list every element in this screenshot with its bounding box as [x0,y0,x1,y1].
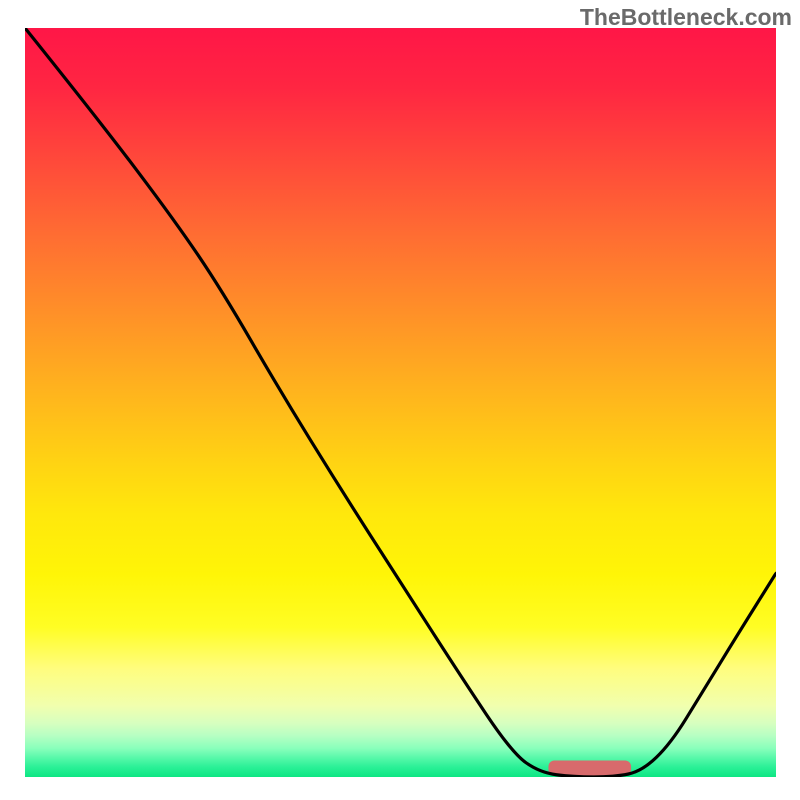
bottleneck-curve [25,28,776,777]
curve-layer [25,28,776,777]
bottleneck-chart: TheBottleneck.com [0,0,800,800]
plot-area [25,28,776,777]
watermark-text: TheBottleneck.com [580,4,792,31]
highlight-marker [548,761,631,776]
